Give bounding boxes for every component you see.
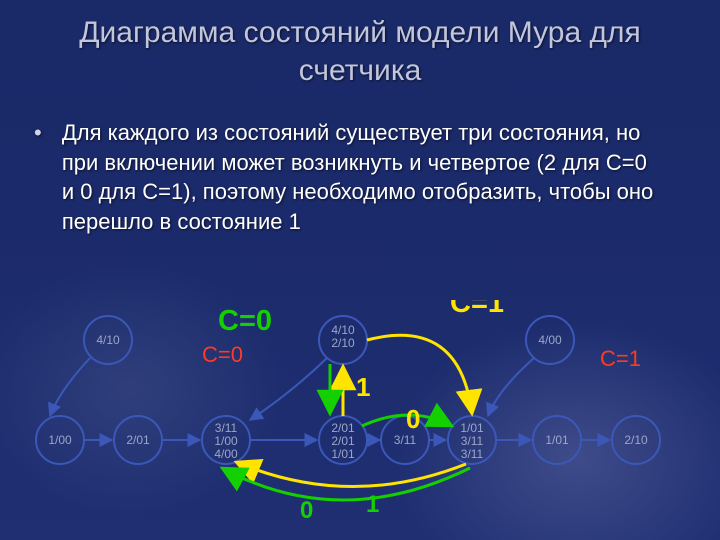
top-nodes: 4/104/102/104/00 [84, 316, 574, 364]
state-label: 4/10 [331, 323, 355, 337]
annot-c0-green: С=0 [218, 305, 272, 337]
state-label: 1/00 [214, 434, 238, 448]
state-label: 3/11 [461, 447, 484, 461]
state-label: 2/10 [331, 336, 355, 350]
state-label: 2/01 [331, 434, 355, 448]
state-label: 4/00 [214, 447, 238, 461]
state-label: 3/11 [394, 433, 417, 447]
state-label: 3/11 [461, 434, 484, 448]
yellow-edges [236, 335, 472, 486]
state-label: 4/00 [538, 333, 562, 347]
state-diagram: 4/104/102/104/00 1/002/013/111/004/002/0… [0, 300, 720, 540]
annot-c1-yellow: С=1 [450, 300, 504, 319]
bullet-item: • Для каждого из состояний существует тр… [34, 118, 680, 237]
bullet-dot: • [34, 118, 42, 148]
state-label: 2/01 [331, 421, 355, 435]
annot-one-yellow: 1 [356, 372, 370, 402]
state-label: 2/10 [624, 433, 648, 447]
state-label: 4/10 [96, 333, 120, 347]
page-title: Диаграмма состояний модели Мура для счет… [0, 0, 720, 89]
annot-c1-red: С=1 [600, 346, 641, 371]
bullet-text: Для каждого из состояний существует три … [62, 118, 662, 237]
bottom-nodes: 1/002/013/111/004/002/012/011/013/111/01… [36, 416, 660, 464]
state-label: 1/01 [545, 433, 569, 447]
annot-one-green: 1 [366, 491, 379, 518]
state-label: 2/01 [126, 433, 150, 447]
annot-zero-yellow: 0 [406, 404, 420, 434]
state-label: 1/00 [48, 433, 72, 447]
state-label: 1/01 [460, 421, 484, 435]
state-label: 1/01 [331, 447, 355, 461]
annot-c0-red: С=0 [202, 342, 243, 367]
annot-zero-green: 0 [300, 497, 313, 524]
state-label: 3/11 [215, 421, 238, 435]
